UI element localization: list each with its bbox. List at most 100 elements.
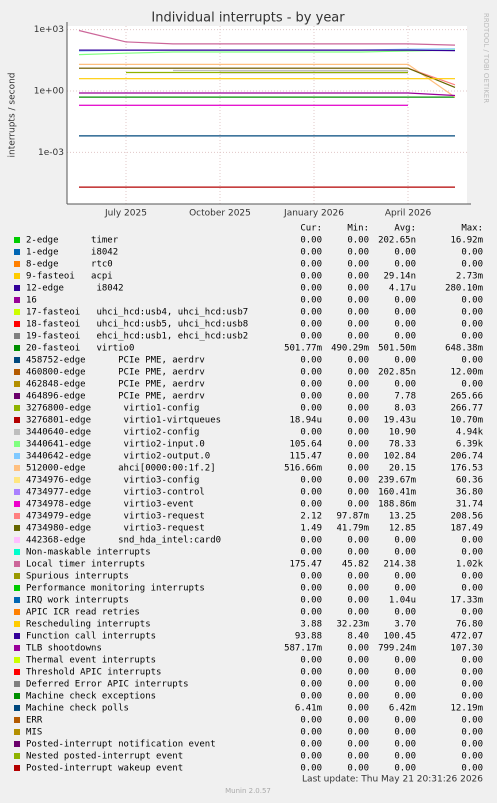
stat-value: 0.00 — [347, 572, 369, 582]
stat-value: 76.80 — [456, 620, 483, 630]
stat-value: 3.70 — [394, 620, 416, 630]
stat-value: 0.00 — [347, 284, 369, 294]
stat-value: 0.00 — [300, 488, 322, 498]
stat-value: 160.41m — [378, 488, 416, 498]
stat-value: 0.00 — [347, 548, 369, 558]
stat-value: 0.00 — [347, 440, 369, 450]
legend-name: IRQ work interrupts — [26, 596, 129, 606]
stat-value: 0.00 — [300, 608, 322, 618]
stat-value: 0.00 — [347, 536, 369, 546]
stat-value: 0.00 — [394, 764, 416, 774]
stat-value: 490.29m — [331, 344, 369, 354]
legend-swatch — [14, 537, 20, 543]
stat-value: 280.10m — [445, 284, 483, 294]
legend-swatch — [14, 465, 20, 471]
legend-name: 4734978-edge virtio3-event — [26, 500, 194, 510]
stat-value: 0.00 — [461, 356, 483, 366]
legend-name: 12-edge i8042 — [26, 284, 124, 294]
legend-swatch — [14, 237, 20, 243]
stat-value: 799.24m — [378, 644, 416, 654]
stat-value: 0.00 — [347, 764, 369, 774]
stat-value: 12.19m — [450, 704, 483, 714]
stat-value: 10.70m — [450, 416, 483, 426]
legend-swatch — [14, 285, 20, 291]
plot-area — [67, 26, 467, 204]
legend-name: Performance monitoring interrupts — [26, 584, 205, 594]
x-tick-label: January 2026 — [283, 209, 344, 219]
stat-value: 0.00 — [300, 248, 322, 258]
legend-name: 4734976-edge virtio3-config — [26, 476, 199, 486]
stat-value: 0.00 — [461, 740, 483, 750]
stat-value: 1.49 — [300, 524, 322, 534]
stat-value: 188.86m — [378, 500, 416, 510]
legend-swatch — [14, 429, 20, 435]
stat-value: 0.00 — [300, 500, 322, 510]
legend-swatch — [14, 369, 20, 375]
legend-swatch — [14, 297, 20, 303]
stat-value: 0.00 — [461, 572, 483, 582]
legend-swatch — [14, 513, 20, 519]
stat-value: 202.85n — [378, 368, 416, 378]
stat-value: 0.00 — [347, 488, 369, 498]
stat-value: 587.17m — [284, 644, 322, 654]
legend-swatch — [14, 501, 20, 507]
stat-value: 0.00 — [394, 296, 416, 306]
legend-swatch — [14, 705, 20, 711]
legend-swatch — [14, 573, 20, 579]
stat-value: 0.00 — [394, 716, 416, 726]
stat-value: 0.00 — [461, 548, 483, 558]
stat-value: 0.00 — [300, 476, 322, 486]
legend-swatch — [14, 669, 20, 675]
legend-swatch — [14, 309, 20, 315]
legend-swatch — [14, 585, 20, 591]
stat-value: 0.00 — [300, 548, 322, 558]
stat-value: 0.00 — [347, 716, 369, 726]
legend-swatch — [14, 333, 20, 339]
stat-value: 0.00 — [300, 716, 322, 726]
legend-name: 1-edge i8042 — [26, 248, 118, 258]
stat-value: 0.00 — [347, 260, 369, 270]
stat-value: 0.00 — [347, 392, 369, 402]
legend-swatch — [14, 765, 20, 771]
stat-value: 45.82 — [342, 560, 369, 570]
stat-value: 0.00 — [300, 536, 322, 546]
series-line — [79, 67, 456, 88]
y-tick-label: 1e+00 — [34, 86, 65, 96]
legend-swatch — [14, 441, 20, 447]
stat-value: 0.00 — [347, 272, 369, 282]
stat-value: 3.88 — [300, 620, 322, 630]
legend-swatch — [14, 645, 20, 651]
stat-value: 0.00 — [300, 296, 322, 306]
stat-value: 4.17u — [389, 284, 416, 294]
legend-name: TLB shootdowns — [26, 644, 102, 654]
legend-swatch — [14, 261, 20, 267]
stat-value: 97.87m — [336, 512, 369, 522]
stat-header: Max: — [461, 224, 483, 234]
x-tick-label: October 2025 — [189, 209, 251, 219]
stat-value: 0.00 — [461, 320, 483, 330]
legend-name: APIC ICR read retries — [26, 608, 140, 618]
legend-swatch — [14, 717, 20, 723]
stat-value: 0.00 — [394, 656, 416, 666]
stat-value: 0.00 — [300, 584, 322, 594]
stat-value: 0.00 — [300, 320, 322, 330]
legend-swatch — [14, 741, 20, 747]
stat-value: 0.00 — [461, 260, 483, 270]
legend-name: 3440640-edge virtio2-config — [26, 428, 199, 438]
stat-value: 265.66 — [450, 392, 483, 402]
stat-value: 0.00 — [347, 428, 369, 438]
legend-name: 8-edge rtc0 — [26, 260, 113, 270]
stat-value: 0.00 — [461, 716, 483, 726]
stat-value: 93.88 — [295, 632, 322, 642]
legend-swatch — [14, 525, 20, 531]
stat-value: 206.74 — [450, 452, 483, 462]
legend-name: Threshold APIC interrupts — [26, 668, 161, 678]
x-tick-label: April 2026 — [385, 209, 432, 219]
stat-value: 41.79m — [336, 524, 369, 534]
stat-value: 0.00 — [461, 248, 483, 258]
stat-value: 0.00 — [394, 548, 416, 558]
series-line — [78, 29, 456, 46]
stat-value: 0.00 — [300, 272, 322, 282]
legend-swatch — [14, 753, 20, 759]
stat-value: 0.00 — [394, 668, 416, 678]
